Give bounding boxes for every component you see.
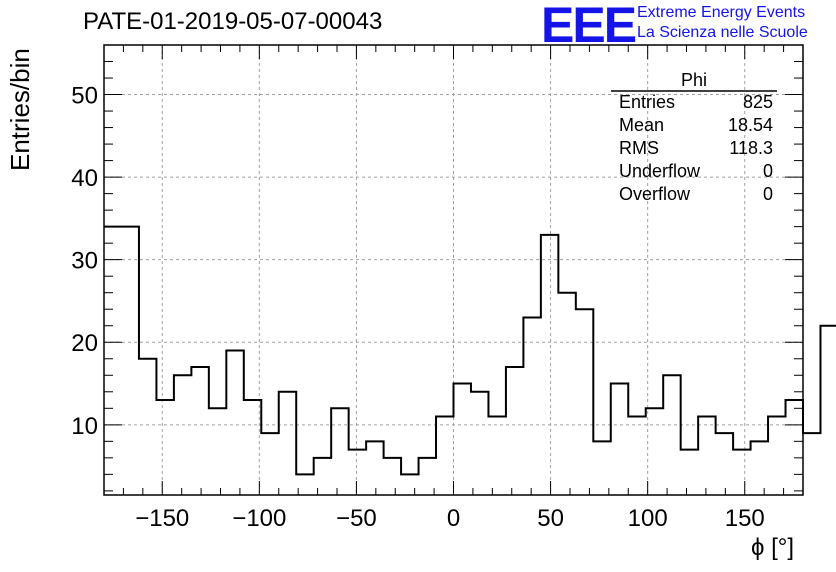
stats-label: Overflow xyxy=(619,184,691,204)
stats-box: Phi Entries 825 Mean 18.54 RMS 118.3 Und… xyxy=(611,70,777,207)
stats-label: RMS xyxy=(619,138,659,158)
x-tick-label: −150 xyxy=(135,505,189,532)
stats-value: 0 xyxy=(762,161,773,181)
y-tick-label: 10 xyxy=(71,413,98,440)
x-tick-label: 50 xyxy=(537,505,564,532)
stats-label: Mean xyxy=(619,115,665,135)
x-tick-label: −50 xyxy=(336,505,377,532)
x-tick-label: 100 xyxy=(628,505,668,532)
x-tick-label: 150 xyxy=(725,505,765,532)
stats-value: 0 xyxy=(762,184,773,204)
stats-title: Phi xyxy=(680,70,707,90)
stats-value: 18.54 xyxy=(727,115,773,135)
stats-row-underflow: Underflow 0 xyxy=(611,161,777,184)
logo-line-1: Extreme Energy Events xyxy=(637,4,806,21)
stats-label: Entries xyxy=(619,92,676,112)
stats-row-mean: Mean 18.54 xyxy=(611,115,777,138)
eee-logo-mark: EEE xyxy=(541,0,637,53)
y-tick-label: 20 xyxy=(71,330,98,357)
y-tick-label: 40 xyxy=(71,165,98,192)
x-tick-label: 0 xyxy=(447,505,460,532)
y-tick-label: 50 xyxy=(71,83,98,110)
stats-value: 118.3 xyxy=(729,138,773,158)
stats-label: Underflow xyxy=(619,161,701,181)
y-axis-label: Entries/bin xyxy=(5,48,35,171)
stats-row-rms: RMS 118.3 xyxy=(611,138,777,161)
logo-line-2: La Scienza nelle Scuole xyxy=(637,24,808,41)
plot-title: PATE-01-2019-05-07-00043 xyxy=(83,8,383,35)
eee-logo-text: Extreme Energy Events La Scienza nelle S… xyxy=(637,3,808,43)
stats-row-overflow: Overflow 0 xyxy=(611,184,777,207)
histogram-series xyxy=(104,225,836,476)
y-tick-label: 30 xyxy=(71,248,98,275)
x-axis-label: ϕ [°] xyxy=(751,534,795,561)
x-tick-label: −100 xyxy=(232,505,286,532)
stats-row-entries: Entries 825 xyxy=(611,92,777,115)
stats-value: 825 xyxy=(742,92,773,112)
